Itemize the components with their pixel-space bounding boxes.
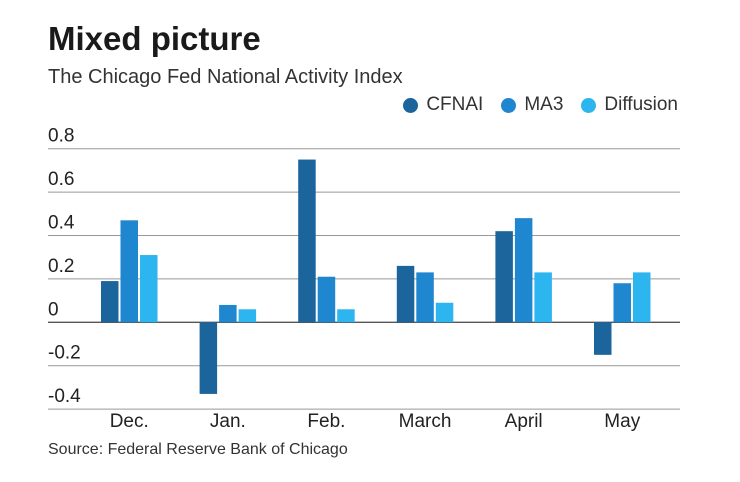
bar-diffusion-5 — [633, 272, 651, 323]
bar-diffusion-1 — [238, 309, 257, 323]
bar-ma3-1 — [219, 304, 237, 323]
bar-diffusion-2 — [337, 309, 355, 323]
x-tick-label: Dec. — [110, 411, 149, 432]
bar-diffusion-3 — [435, 302, 454, 323]
bar-diffusion-4 — [534, 272, 552, 323]
x-tick-label: May — [604, 411, 640, 432]
chart-title: Mixed picture — [48, 20, 261, 57]
bar-ma3-4 — [514, 218, 533, 323]
x-tick-label: April — [505, 411, 543, 432]
y-tick-label: 0.6 — [48, 169, 74, 190]
x-tick-label: March — [399, 411, 452, 432]
bar-ma3-0 — [120, 220, 138, 323]
x-tick-label: Feb. — [307, 411, 345, 432]
bar-ma3-2 — [317, 276, 336, 323]
legend-label: MA3 — [524, 94, 564, 115]
y-tick-label: 0.2 — [48, 256, 74, 277]
x-tick-label: Jan. — [210, 411, 246, 432]
bar-cfnai-0 — [101, 281, 119, 323]
bar-cfnai-3 — [396, 265, 415, 323]
y-tick-label: 0.4 — [48, 213, 75, 234]
bar-ma3-3 — [416, 272, 434, 323]
legend-item-diffusion: Diffusion — [581, 94, 678, 116]
bar-cfnai-2 — [298, 159, 316, 323]
y-tick-label: 0 — [48, 299, 59, 320]
bar-cfnai-5 — [594, 322, 612, 355]
legend-label: CFNAI — [426, 94, 484, 115]
legend-item-cfnai: CFNAI — [403, 94, 483, 116]
bar-diffusion-0 — [140, 255, 158, 323]
legend-swatch — [403, 97, 419, 113]
bar-cfnai-4 — [495, 231, 513, 323]
y-tick-label: 0.8 — [48, 126, 74, 147]
legend: CFNAI MA3 Diffusion — [403, 94, 678, 116]
chart-subtitle: The Chicago Fed National Activity Index — [48, 66, 403, 88]
bar-cfnai-1 — [199, 322, 218, 394]
legend-label: Diffusion — [604, 94, 678, 115]
legend-item-ma3: MA3 — [501, 94, 563, 116]
legend-swatch — [581, 97, 597, 113]
y-tick-label: -0.4 — [48, 386, 81, 407]
y-tick-label: -0.2 — [48, 343, 81, 364]
bar-ma3-5 — [613, 283, 631, 323]
legend-swatch — [501, 97, 517, 113]
source-note: Source: Federal Reserve Bank of Chicago — [48, 441, 348, 458]
